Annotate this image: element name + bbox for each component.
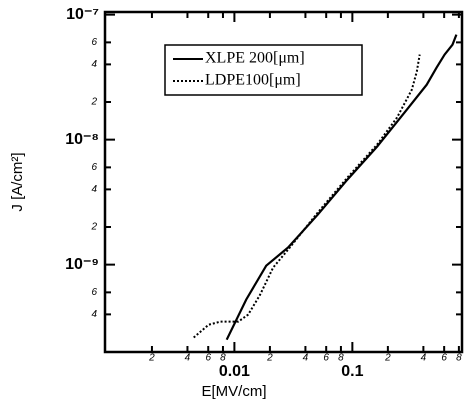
y-tick-label: 10⁻⁹ <box>65 256 99 273</box>
y-tick-label: 4 <box>91 309 97 320</box>
y-axis-label: J [A/cm²] <box>9 152 26 211</box>
y-tick-label: 4 <box>91 59 97 70</box>
legend-label: LDPE100[μm] <box>205 72 301 89</box>
legend-box <box>164 44 363 96</box>
x-tick-label: 0.01 <box>219 363 250 380</box>
y-tick-label: 6 <box>91 37 97 48</box>
y-tick-label: 10⁻⁸ <box>65 131 99 148</box>
x-tick-label: 4 <box>303 353 309 364</box>
x-tick-label: 4 <box>185 353 191 364</box>
y-tick-label: 10⁻⁷ <box>66 6 99 23</box>
y-tick-label: 6 <box>91 287 97 298</box>
y-tick-label: 6 <box>91 162 97 173</box>
data-line <box>225 34 458 341</box>
y-tick-label: 4 <box>91 184 97 195</box>
x-tick-label: 6 <box>205 353 211 364</box>
x-tick-label: 2 <box>384 353 391 364</box>
plot-frame <box>103 10 464 354</box>
legend-label: XLPE 200[μm] <box>205 50 305 67</box>
x-tick-label: 2 <box>266 353 273 364</box>
x-tick-label: 0.1 <box>341 363 363 380</box>
x-axis-label: E[MV/cm] <box>201 383 266 400</box>
x-tick-label: 8 <box>338 353 344 364</box>
x-tick-label: 8 <box>220 353 226 364</box>
x-tick-label: 6 <box>441 353 447 364</box>
x-tick-label: 8 <box>456 353 462 364</box>
x-tick-label: 4 <box>421 353 427 364</box>
x-tick-label: 2 <box>148 353 155 364</box>
x-tick-label: 6 <box>323 353 329 364</box>
y-tick-label: 2 <box>90 97 97 108</box>
y-tick-label: 2 <box>90 222 97 233</box>
data-line <box>193 54 421 339</box>
